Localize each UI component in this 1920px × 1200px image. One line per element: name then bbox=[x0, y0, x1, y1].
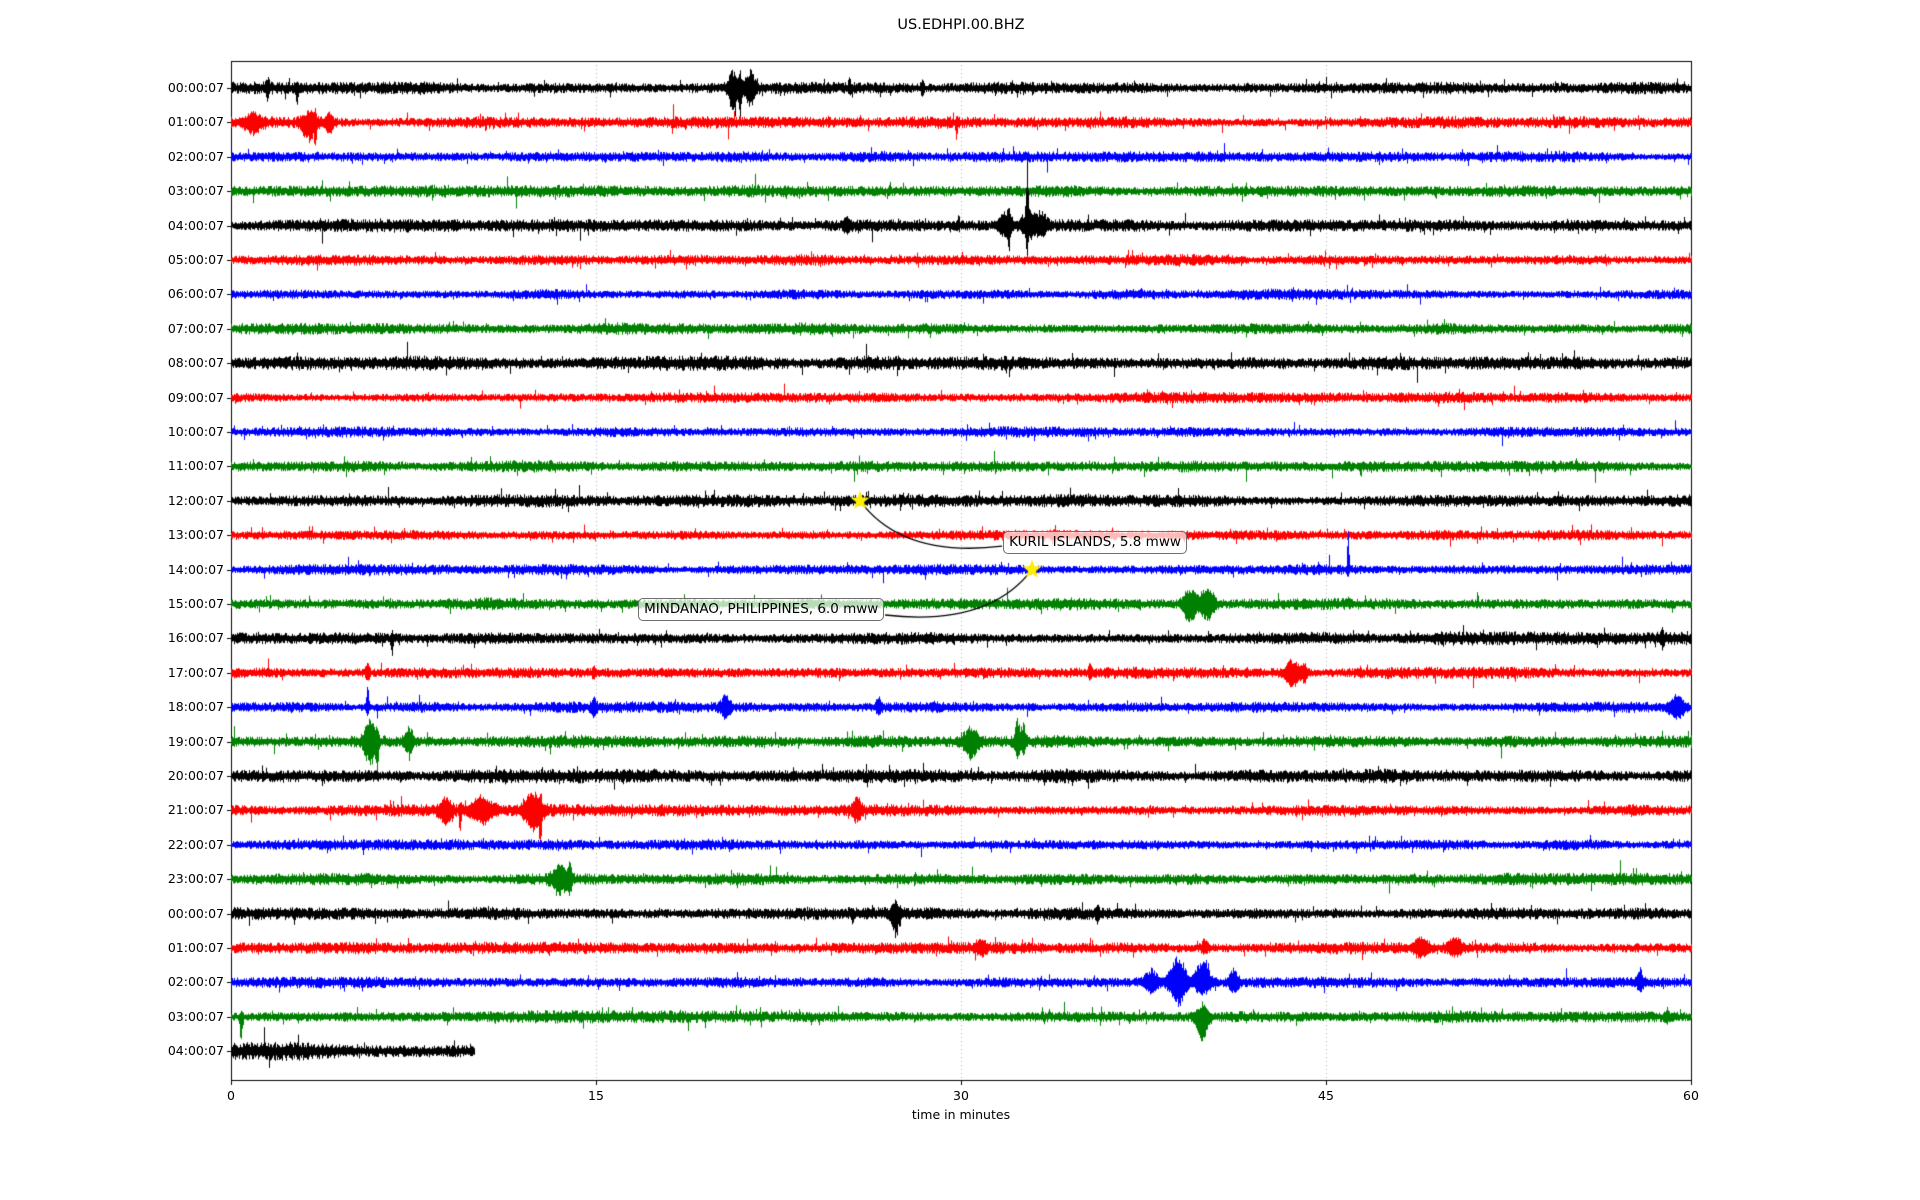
y-tick-label: 18:00:07 bbox=[167, 699, 224, 715]
x-tick-label: 0 bbox=[227, 1088, 235, 1103]
x-tick-label: 45 bbox=[1318, 1088, 1334, 1103]
y-tick-label: 14:00:07 bbox=[167, 561, 224, 577]
y-tick-label: 11:00:07 bbox=[167, 458, 224, 474]
y-tick-label: 17:00:07 bbox=[167, 664, 224, 680]
x-tick-label: 60 bbox=[1683, 1088, 1699, 1103]
y-tick-label: 06:00:07 bbox=[167, 286, 224, 302]
y-tick-label: 12:00:07 bbox=[167, 492, 224, 508]
y-tick-label: 03:00:07 bbox=[167, 1008, 224, 1024]
y-tick-label: 22:00:07 bbox=[167, 836, 224, 852]
y-tick-label: 04:00:07 bbox=[167, 1043, 224, 1059]
y-tick-label: 21:00:07 bbox=[167, 802, 224, 818]
x-tick-label: 15 bbox=[588, 1088, 604, 1103]
annotation-mindanao-philippines: MINDANAO, PHILIPPINES, 6.0 mww bbox=[638, 597, 885, 621]
y-tick-label: 09:00:07 bbox=[167, 389, 224, 405]
y-tick-label: 04:00:07 bbox=[167, 217, 224, 233]
y-tick-label: 08:00:07 bbox=[167, 355, 224, 371]
y-tick-label: 19:00:07 bbox=[167, 733, 224, 749]
y-tick-label: 05:00:07 bbox=[167, 252, 224, 267]
chart-title: US.EDHPI.00.BHZ bbox=[897, 17, 1025, 33]
y-tick-label: 20:00:07 bbox=[167, 768, 224, 783]
y-tick-label: 10:00:07 bbox=[167, 424, 224, 439]
y-tick-label: 01:00:07 bbox=[167, 114, 224, 130]
y-tick-label: 03:00:07 bbox=[167, 183, 224, 199]
y-tick-label: 23:00:07 bbox=[167, 871, 224, 887]
x-axis-title: time in minutes bbox=[911, 1107, 1011, 1122]
y-tick-label: 15:00:07 bbox=[167, 596, 224, 611]
x-tick-label: 30 bbox=[953, 1088, 969, 1103]
y-tick-label: 07:00:07 bbox=[167, 320, 224, 336]
annotation-kuril-islands: KURIL ISLANDS, 5.8 mww bbox=[1003, 530, 1187, 554]
y-tick-label: 01:00:07 bbox=[167, 940, 224, 955]
y-tick-label: 02:00:07 bbox=[167, 974, 224, 990]
y-tick-label: 02:00:07 bbox=[167, 148, 224, 164]
y-tick-label: 16:00:07 bbox=[167, 630, 224, 646]
y-tick-label: 13:00:07 bbox=[167, 527, 224, 543]
y-tick-label: 00:00:07 bbox=[167, 905, 224, 921]
y-tick-label: 00:00:07 bbox=[167, 80, 224, 95]
